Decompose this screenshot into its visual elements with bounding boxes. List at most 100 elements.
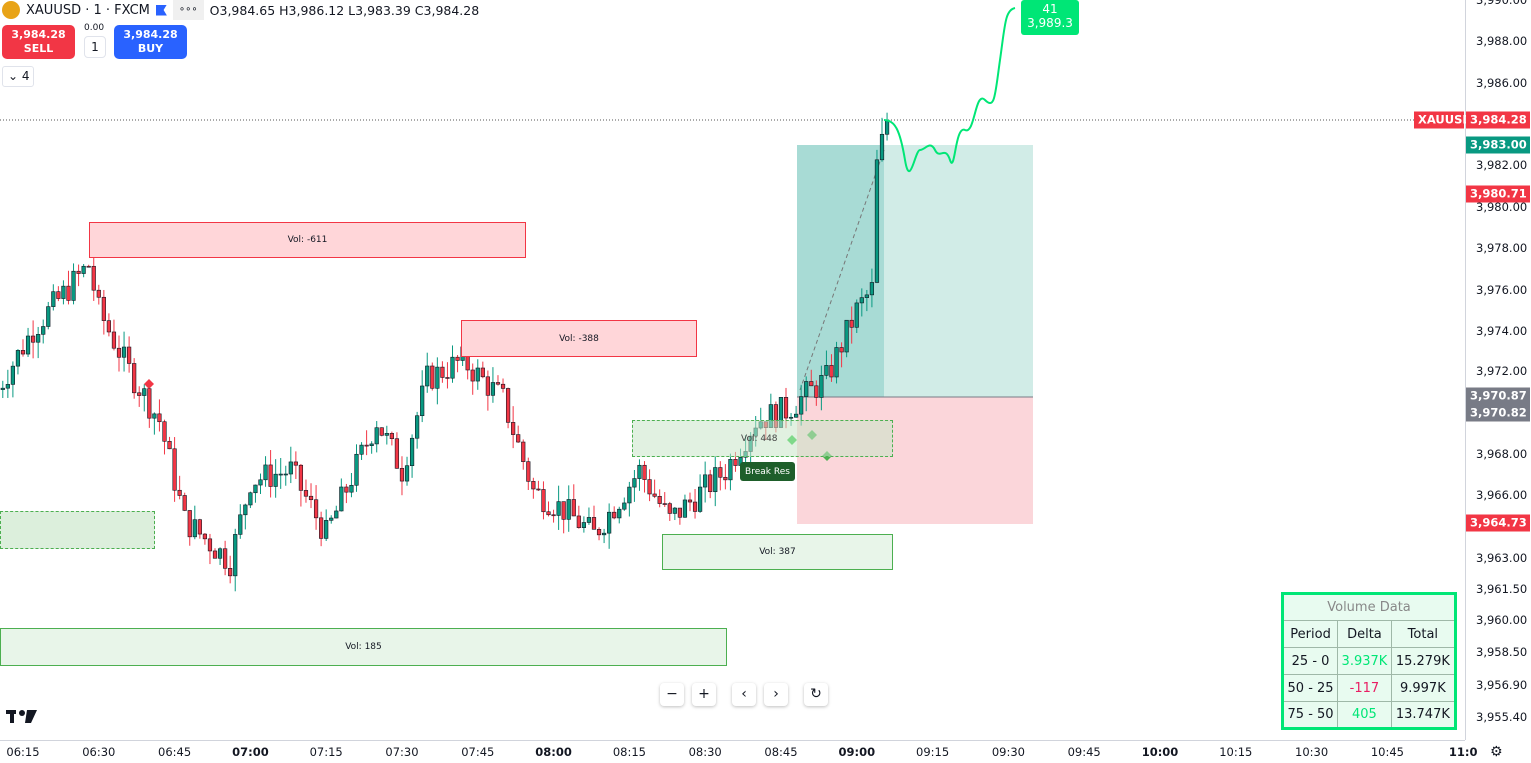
candle-body <box>31 335 36 343</box>
scroll-right-button[interactable]: › <box>764 683 788 706</box>
supply-zone-2[interactable]: Vol: -388 <box>461 320 697 357</box>
candle-body <box>15 350 21 367</box>
price-tick: 3,958.50 <box>1476 645 1528 659</box>
candle-body <box>490 382 496 396</box>
candle-body <box>632 478 637 488</box>
total: 15.279K <box>1390 647 1457 675</box>
candle-body <box>541 489 546 513</box>
candle-body <box>329 517 334 521</box>
candle-body <box>167 440 172 450</box>
col-header: Period <box>1281 620 1339 648</box>
candle-body <box>71 270 76 301</box>
candle-body <box>844 319 849 353</box>
candle-body <box>415 415 420 439</box>
candle-body <box>723 476 728 481</box>
candle-body <box>500 383 506 389</box>
delta: 405 <box>1337 701 1392 729</box>
candle-body <box>61 285 66 299</box>
candle-body <box>713 467 718 493</box>
candle-body <box>369 443 374 446</box>
candle-body <box>440 366 445 378</box>
time-tick: 09:00 <box>838 745 876 759</box>
time-tick: 08:15 <box>612 745 646 759</box>
time-tick: 06:15 <box>6 745 40 759</box>
zone-label: Vol: 387 <box>759 547 796 557</box>
time-tick: 11:0 <box>1448 745 1478 759</box>
price-tick: 3,986.00 <box>1476 76 1528 90</box>
candle-body <box>96 289 101 298</box>
time-axis[interactable]: 06:15 06:30 06:45 07:00 07:15 07:30 07:45 08:00… <box>0 740 1477 763</box>
time-tick: 06:45 <box>158 745 192 759</box>
time-tick: 10:00 <box>1141 745 1179 759</box>
symbol-title[interactable]: XAUUSD · 1 · FXCM <box>26 2 150 18</box>
candle-body <box>849 319 854 328</box>
reset-chart-button[interactable]: ↻ <box>804 683 828 706</box>
candle-body <box>829 365 834 378</box>
break-res-text: Break Res <box>745 466 790 477</box>
candle-body <box>121 346 127 358</box>
demand-zone-left[interactable] <box>0 511 155 549</box>
sell-button[interactable]: 3,984.28 SELL <box>2 25 75 59</box>
indicators-toggle[interactable]: ⌄ 4 <box>2 66 34 87</box>
candle-body <box>324 520 329 539</box>
candle-body <box>162 421 167 442</box>
table-row: 75 - 50 405 13.747K <box>1281 701 1457 729</box>
time-tick: 07:00 <box>232 745 269 759</box>
sell-label: SELL <box>23 42 54 55</box>
candle-body <box>788 416 794 419</box>
price-tick: 3,978.00 <box>1476 241 1528 255</box>
candle-body <box>127 346 132 364</box>
total: 13.747K <box>1390 701 1457 729</box>
candle-body <box>682 499 688 518</box>
candle-body <box>101 296 106 321</box>
price-tick: 3,980.00 <box>1476 200 1528 214</box>
candle-body <box>869 282 875 296</box>
breakout-zone[interactable]: Vol: 448 <box>632 420 893 457</box>
price-tick: 3,956.90 <box>1476 678 1528 692</box>
candle-body <box>485 376 490 396</box>
quantity-input[interactable]: 1 <box>84 36 106 58</box>
candle-body <box>374 427 379 445</box>
stop-loss-zone[interactable] <box>797 397 1033 524</box>
candle-body <box>319 517 324 539</box>
scroll-left-button[interactable]: ‹ <box>732 683 756 706</box>
settings-icon[interactable]: ⚙ <box>1490 744 1503 760</box>
buy-button[interactable]: 3,984.28 BUY <box>114 25 187 59</box>
candle-body <box>516 434 521 443</box>
price-axis[interactable]: 3,955.40 3,956.90 3,958.50 3,960.00 3,961.50… <box>1414 0 1531 740</box>
candle-body <box>344 486 349 493</box>
more-button[interactable]: ∘∘∘ <box>172 0 204 20</box>
total: 9.997K <box>1390 674 1457 702</box>
tradingview-logo <box>6 710 37 723</box>
candle-body <box>147 388 152 419</box>
candle-body <box>470 369 475 382</box>
candle-body <box>207 538 213 552</box>
demand-zone-4[interactable]: Vol: 185 <box>0 628 727 666</box>
price-label-red: 3,980.71 <box>1466 185 1530 203</box>
table-row: 25 - 0 3.937K 15.279K <box>1281 647 1457 675</box>
candle-body <box>586 517 592 523</box>
candle-body <box>41 326 46 335</box>
flag-icon[interactable] <box>155 4 167 16</box>
projection-price: 3,989.3 <box>1027 16 1073 30</box>
candle-body <box>5 384 10 389</box>
candle-body <box>278 473 283 476</box>
candle-body <box>591 517 597 530</box>
candle-body <box>804 381 809 397</box>
demand-zone-3[interactable]: Vol: 387 <box>662 534 893 570</box>
candle-body <box>652 493 657 497</box>
time-tick: 10:45 <box>1370 745 1404 759</box>
candle-body <box>283 473 288 476</box>
price-chart[interactable] <box>0 0 1465 740</box>
candle-body <box>182 495 187 511</box>
candle-body <box>384 433 389 436</box>
candle-body <box>612 511 617 519</box>
zoom-in-button[interactable]: + <box>692 683 716 706</box>
price-tick: 3,990.00 <box>1476 0 1528 7</box>
candle-body <box>450 356 455 379</box>
zoom-out-button[interactable]: − <box>660 683 684 706</box>
supply-zone-1[interactable]: Vol: -611 <box>89 222 526 258</box>
candle-body <box>308 495 314 501</box>
price-tick: 3,955.40 <box>1476 710 1528 724</box>
candle-body <box>672 507 677 514</box>
